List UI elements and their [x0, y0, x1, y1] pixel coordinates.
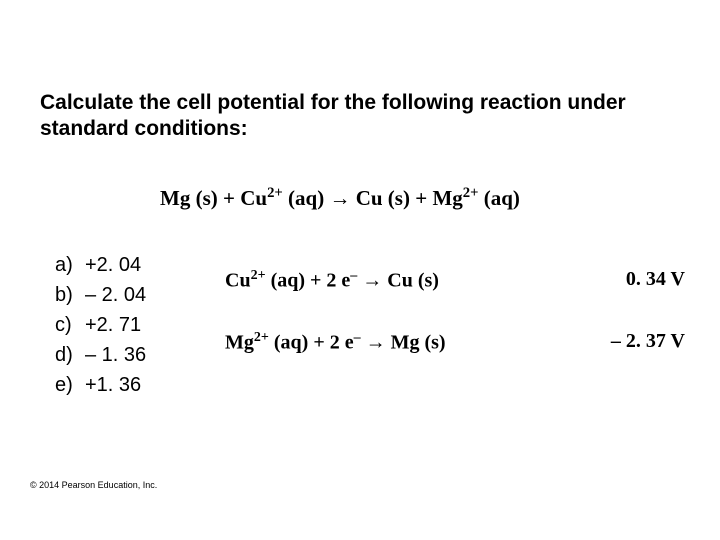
option-value: – 2. 04: [85, 280, 146, 310]
copyright-text: © 2014 Pearson Education, Inc.: [30, 480, 157, 490]
option-a: a)+2. 04: [55, 250, 146, 280]
eq-p2-species: Mg: [432, 186, 462, 210]
h1-potential: 0. 34 V: [626, 268, 685, 293]
eq-p2-phase: (aq): [478, 186, 519, 210]
eq-plus2: +: [410, 186, 432, 210]
h1-charge: 2+: [251, 268, 266, 283]
option-e: e)+1. 36: [55, 370, 146, 400]
h2-charge: 2+: [254, 330, 269, 345]
h1-arrow: → Cu (s): [357, 270, 439, 292]
eq-r2-charge: 2+: [267, 185, 283, 201]
option-letter: e): [55, 370, 85, 400]
option-letter: a): [55, 250, 85, 280]
question-text: Calculate the cell potential for the fol…: [40, 90, 660, 143]
option-value: +2. 71: [85, 310, 141, 340]
option-letter: c): [55, 310, 85, 340]
option-b: b)– 2. 04: [55, 280, 146, 310]
h2-species: Mg: [225, 332, 254, 354]
h1-phase: (aq): [266, 270, 305, 292]
option-d: d)– 1. 36: [55, 340, 146, 370]
eq-r2-species: Cu: [240, 186, 267, 210]
h2-arrow: → Mg (s): [361, 332, 446, 354]
answer-options: a)+2. 04 b)– 2. 04 c)+2. 71 d)– 1. 36 e)…: [55, 250, 146, 400]
eq-p2-charge: 2+: [463, 185, 479, 201]
h2-phase: (aq): [269, 332, 308, 354]
half-reaction-mg: Mg2+ (aq) + 2 e– → Mg (s) – 2. 37 V: [225, 330, 685, 355]
h1-species: Cu: [225, 270, 251, 292]
half-reaction-cu: Cu2+ (aq) + 2 e– → Cu (s) 0. 34 V: [225, 268, 685, 293]
eq-arrow: →: [324, 186, 356, 210]
eq-plus1: +: [218, 186, 240, 210]
h2-potential: – 2. 37 V: [611, 330, 685, 355]
h1-plus: + 2 e: [305, 270, 350, 292]
option-letter: d): [55, 340, 85, 370]
h2-plus: + 2 e: [308, 332, 353, 354]
option-letter: b): [55, 280, 85, 310]
eq-r2-phase: (aq): [283, 186, 324, 210]
main-equation: Mg (s) + Cu2+ (aq) → Cu (s) + Mg2+ (aq): [160, 185, 520, 211]
option-value: – 1. 36: [85, 340, 146, 370]
option-value: +1. 36: [85, 370, 141, 400]
eq-p1: Cu (s): [356, 186, 410, 210]
eq-r1: Mg (s): [160, 186, 218, 210]
option-value: +2. 04: [85, 250, 141, 280]
option-c: c)+2. 71: [55, 310, 146, 340]
h2-eminus: –: [354, 330, 361, 345]
